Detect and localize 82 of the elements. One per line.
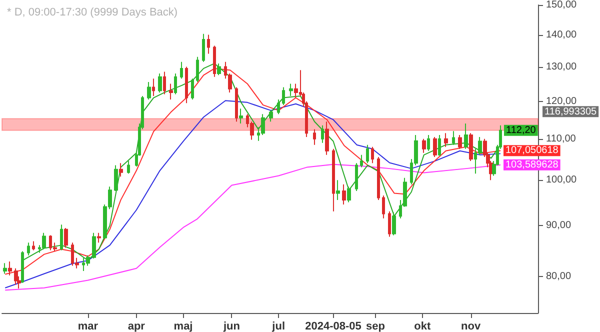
candlestick — [438, 134, 441, 156]
candlestick — [163, 71, 166, 95]
candlestick — [235, 86, 238, 122]
candlestick — [185, 66, 188, 104]
candlestick — [119, 162, 123, 178]
candlestick — [207, 34, 210, 54]
candlestick — [21, 250, 24, 284]
candlestick — [332, 148, 335, 212]
x-tick-label: jun — [222, 320, 240, 332]
candlestick — [92, 232, 96, 259]
candlestick — [32, 240, 35, 251]
candlestick — [174, 72, 177, 95]
x-tick-label: jul — [271, 320, 286, 332]
candlestick — [114, 164, 118, 192]
candlestick — [202, 33, 205, 62]
candlestick — [27, 242, 30, 256]
x-tick-label: mar — [78, 320, 99, 332]
candlestick — [422, 138, 426, 154]
candlestick — [325, 121, 329, 156]
x-tick-label: 2024-08-05 — [305, 320, 362, 332]
chart-title: * D, 09:00-17:30 (9999 Days Back) — [7, 6, 178, 18]
candlestick — [366, 144, 369, 164]
y-tick-label: 100,00 — [546, 174, 578, 186]
y-tick-label: 150,00 — [546, 0, 578, 10]
candlestick — [180, 61, 183, 80]
x-tick-label: nov — [461, 320, 482, 332]
text: 112,20 — [506, 124, 536, 136]
candlestick — [127, 160, 130, 174]
candlestick — [452, 130, 455, 146]
candlestick — [8, 261, 12, 276]
x-tick-label: sep — [366, 320, 386, 332]
candlestick — [64, 227, 68, 248]
candlestick — [336, 180, 340, 200]
x-tick-label: okt — [414, 320, 431, 332]
y-tick-label: 140,00 — [546, 29, 578, 40]
candlestick — [282, 86, 285, 106]
candlestick — [42, 232, 46, 250]
x-tick-label: maj — [174, 320, 193, 332]
candlestick — [213, 45, 216, 78]
candlestick — [427, 134, 430, 152]
x-tick-label: apr — [128, 320, 146, 332]
y-tick-label: 110,00 — [546, 133, 576, 144]
candlestick — [444, 132, 448, 148]
candlestick — [433, 136, 437, 158]
candlestick — [14, 268, 18, 286]
data-label: 107,050618 — [505, 145, 559, 156]
candlestick — [321, 124, 324, 144]
candlestick — [169, 83, 173, 100]
y-tick-label: 90,00 — [546, 220, 572, 232]
candlestick — [152, 78, 155, 96]
candlestick — [388, 210, 391, 238]
candlestick — [196, 56, 199, 82]
candlestick — [382, 194, 385, 219]
y-tick-label: 130,00 — [546, 61, 578, 72]
band-label: 116,993305 — [544, 106, 598, 118]
candlestick — [355, 162, 358, 192]
candlestick — [347, 186, 351, 203]
candlestick — [277, 99, 280, 115]
candlestick — [269, 110, 273, 122]
candlestick — [458, 134, 462, 150]
candlestick — [158, 72, 162, 93]
candlestick — [191, 78, 194, 100]
candlestick — [313, 128, 316, 146]
candlestick — [217, 62, 221, 76]
candlestick — [289, 83, 293, 96]
candlestick — [97, 232, 101, 244]
candlestick — [371, 146, 374, 164]
candlestick — [392, 212, 396, 236]
line-series — [4, 100, 501, 288]
candlestick — [342, 184, 346, 205]
data-label: 103,589628 — [505, 159, 559, 170]
candlestick — [147, 81, 151, 100]
candlestick — [239, 108, 243, 124]
candlestick — [464, 122, 468, 150]
y-tick-label: 120,00 — [546, 96, 578, 107]
candlestick — [469, 132, 473, 162]
candlestick — [377, 156, 380, 200]
y-tick-label: 80,00 — [546, 270, 572, 282]
line-series — [4, 164, 501, 291]
candlestick — [360, 154, 363, 168]
candlestick — [3, 262, 7, 274]
candlestick — [60, 224, 63, 251]
